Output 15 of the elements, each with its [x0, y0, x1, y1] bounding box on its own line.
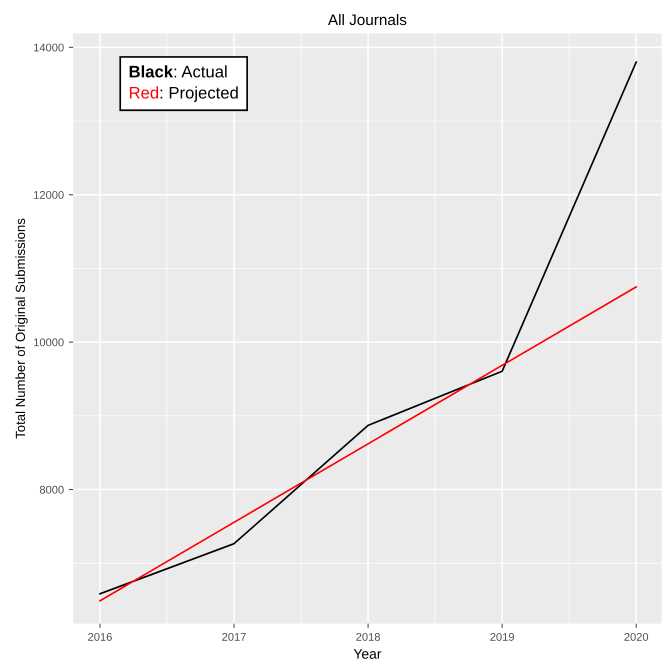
y-axis-title: Total Number of Original Submissions — [15, 218, 28, 439]
chart-title: All Journals — [328, 14, 406, 26]
annotation: Red: Projected — [130, 86, 238, 102]
y-tick-label: 8000 — [40, 486, 64, 494]
y-tick-label: 12000 — [34, 191, 64, 199]
x-tick-label: 2020 — [624, 632, 648, 641]
x-axis-title: Year — [354, 649, 382, 659]
x-tick-label: 2018 — [356, 632, 380, 641]
x-tick-label: 2019 — [490, 632, 514, 641]
x-tick-label: 2017 — [222, 632, 246, 641]
y-tick-label: 14000 — [34, 44, 64, 52]
x-tick-label: 2016 — [88, 632, 112, 641]
line-series — [99, 61, 638, 595]
y-tick-label: 10000 — [34, 338, 64, 346]
annotation: Black: Actual — [130, 65, 227, 78]
